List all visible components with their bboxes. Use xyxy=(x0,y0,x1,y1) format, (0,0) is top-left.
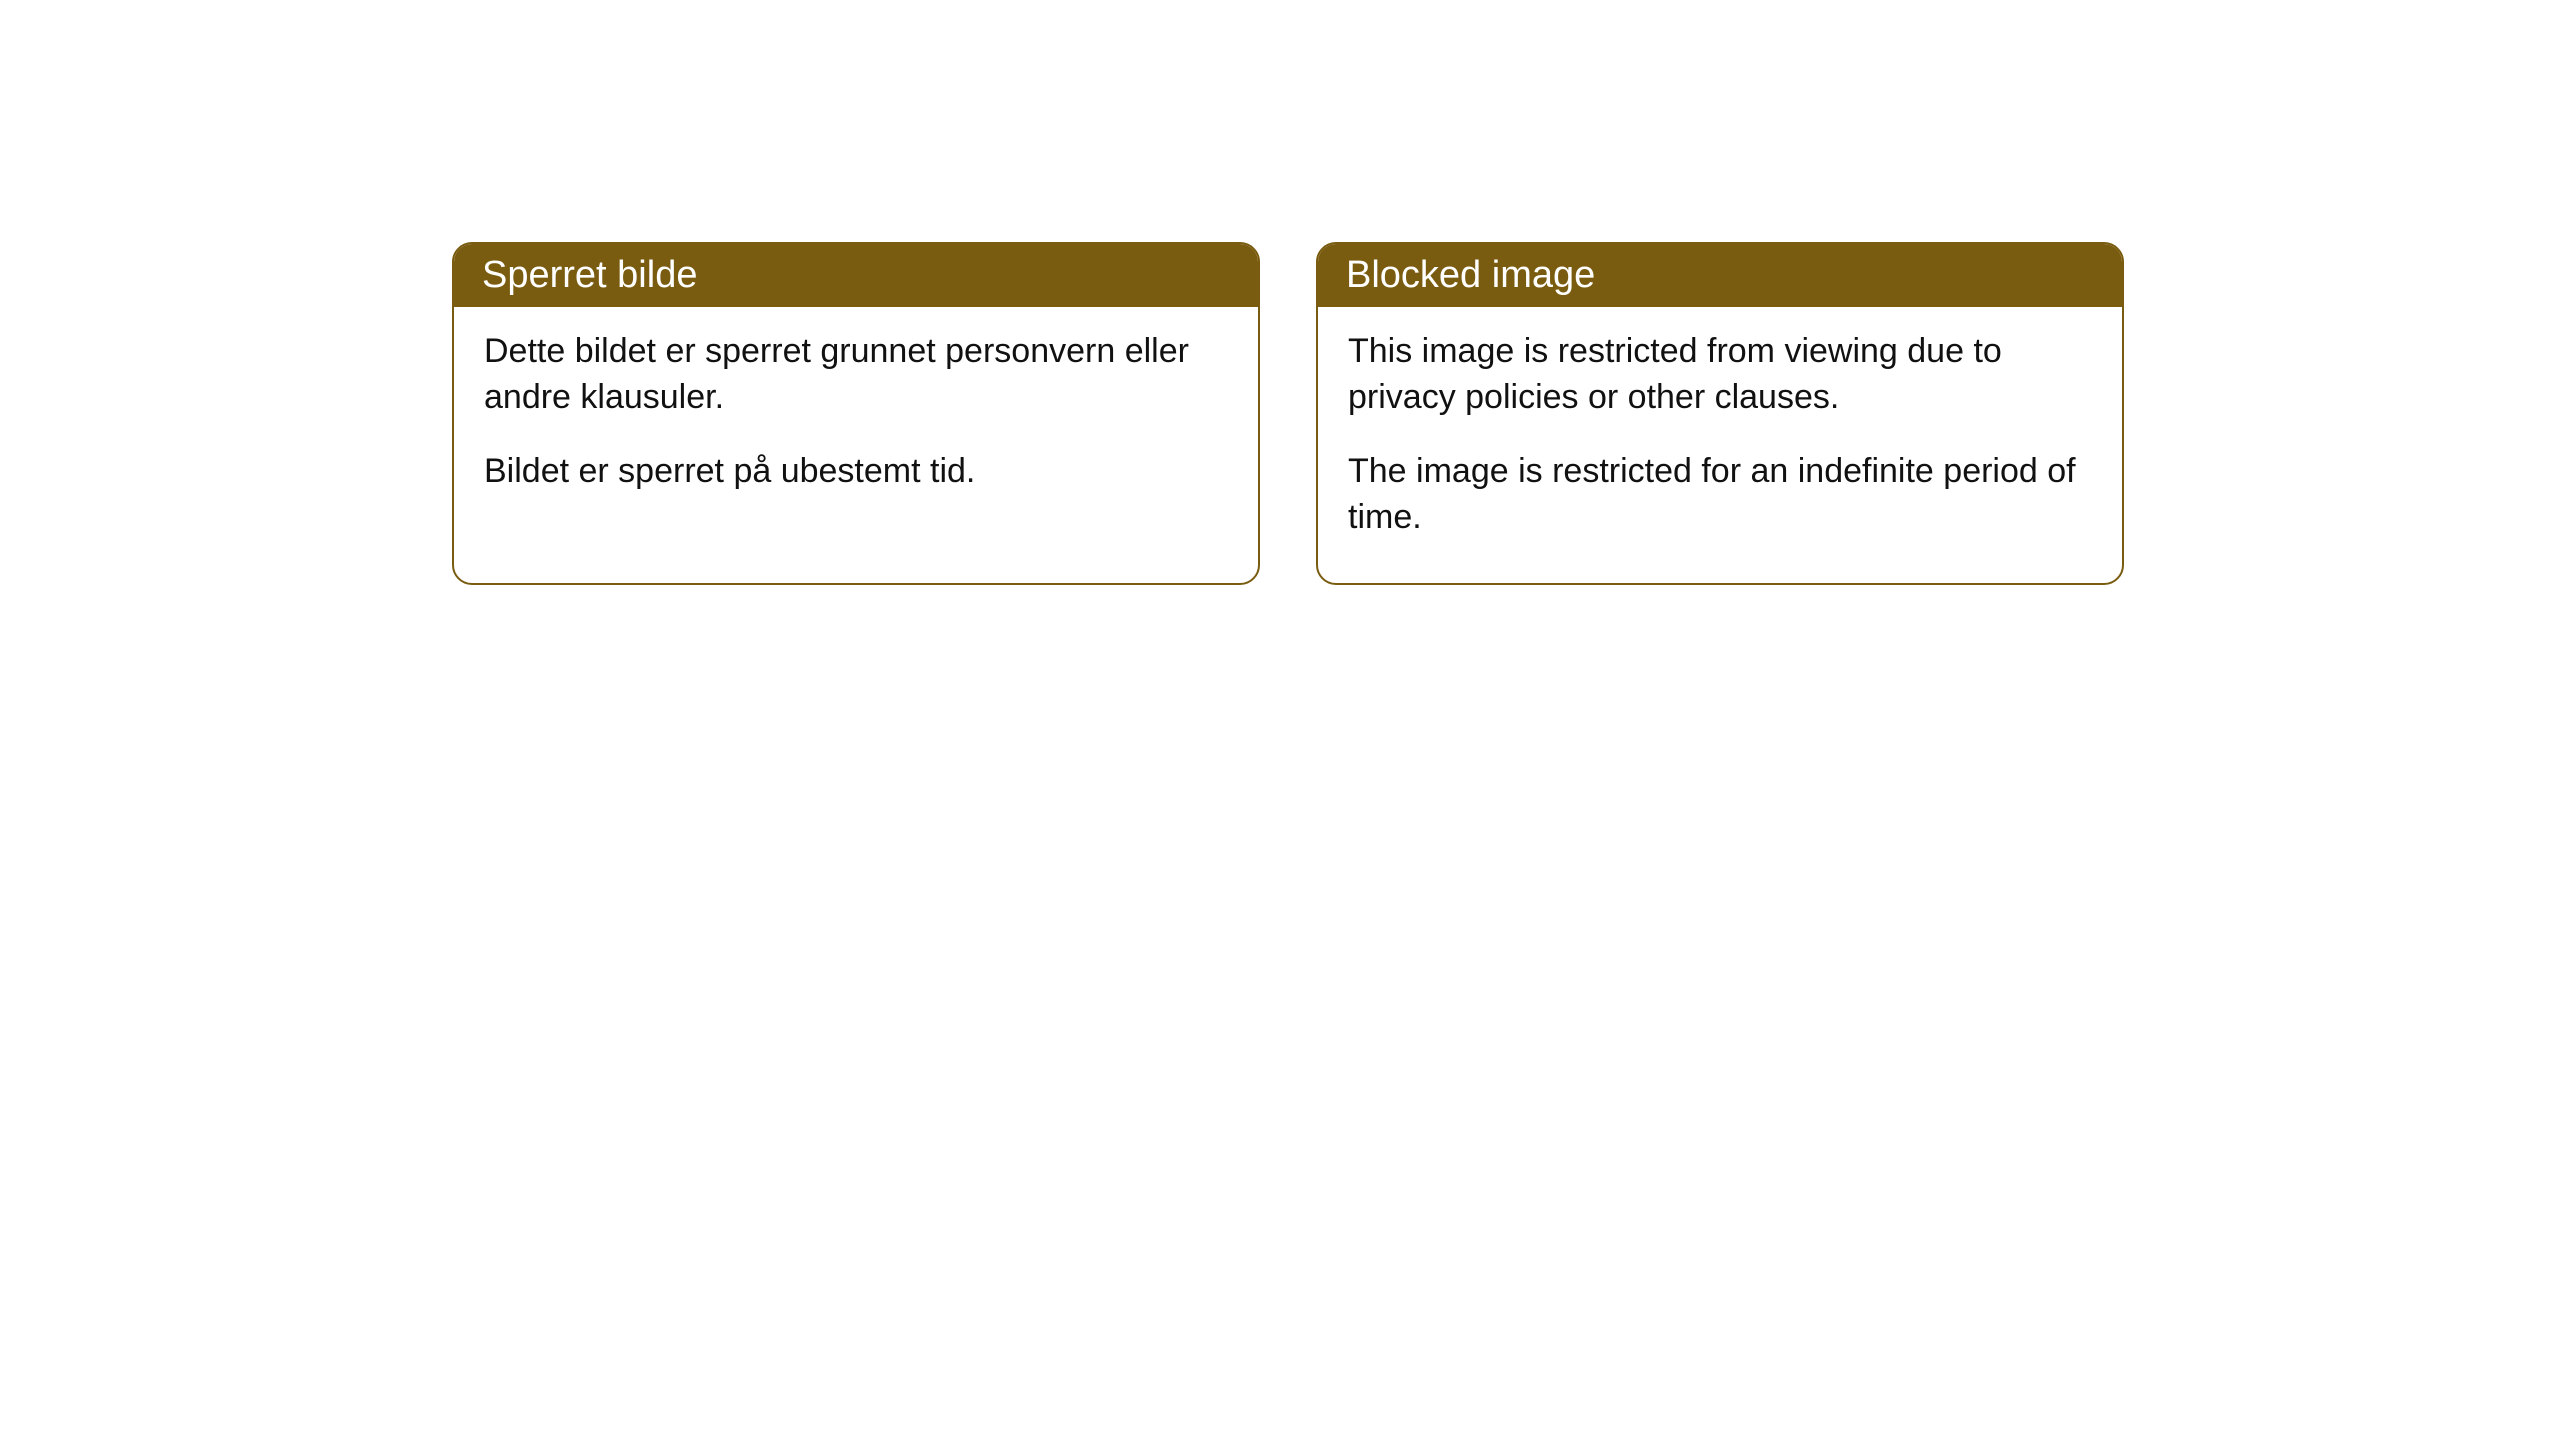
card-paragraph: The image is restricted for an indefinit… xyxy=(1348,449,2092,541)
card-header: Blocked image xyxy=(1318,244,2122,307)
card-title: Blocked image xyxy=(1346,254,1595,296)
card-paragraph: Bildet er sperret på ubestemt tid. xyxy=(484,449,1228,495)
card-body: This image is restricted from viewing du… xyxy=(1318,307,2122,583)
notice-card-english: Blocked image This image is restricted f… xyxy=(1316,242,2124,585)
card-paragraph: This image is restricted from viewing du… xyxy=(1348,329,2092,421)
notice-card-norwegian: Sperret bilde Dette bildet er sperret gr… xyxy=(452,242,1260,585)
card-title: Sperret bilde xyxy=(482,254,697,296)
card-paragraph: Dette bildet er sperret grunnet personve… xyxy=(484,329,1228,421)
notice-container: Sperret bilde Dette bildet er sperret gr… xyxy=(0,0,2560,585)
card-body: Dette bildet er sperret grunnet personve… xyxy=(454,307,1258,537)
card-header: Sperret bilde xyxy=(454,244,1258,307)
